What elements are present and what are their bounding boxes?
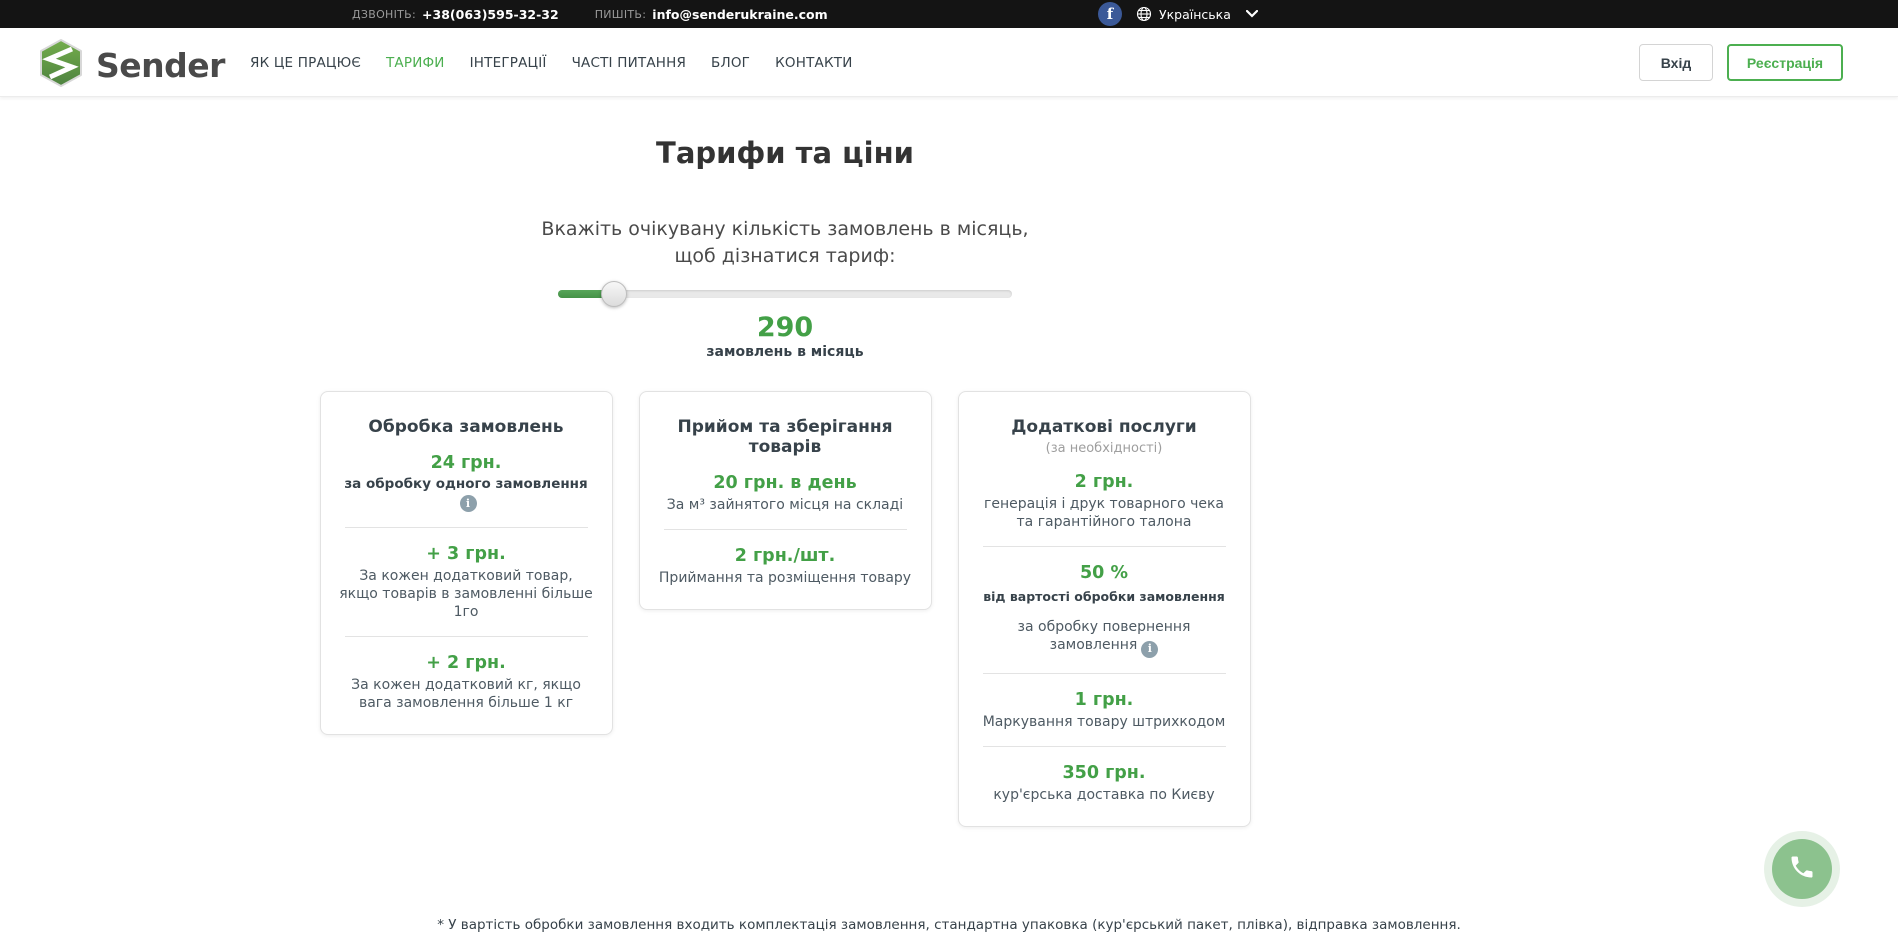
price-note-text: за обробку одного замовлення bbox=[344, 476, 588, 492]
orders-count-caption: замовлень в місяць bbox=[706, 344, 864, 360]
call-label: ДЗВОНІТЬ: bbox=[352, 7, 417, 21]
call-fab-button[interactable] bbox=[1764, 831, 1840, 907]
slider-label-line2: щоб дізнатися тариф: bbox=[674, 245, 896, 267]
nav-faq[interactable]: ЧАСТІ ПИТАННЯ bbox=[571, 54, 687, 71]
write-label: ПИШІТЬ: bbox=[594, 7, 647, 21]
nav-contacts[interactable]: КОНТАКТИ bbox=[775, 54, 853, 71]
price-note: за обробку повернення замовлення i bbox=[977, 618, 1232, 658]
price-note: За кожен додатковий товар, якщо товарів … bbox=[339, 568, 593, 620]
card-title: Додаткові послуги bbox=[1011, 417, 1197, 437]
slider-label-line1: Вкажіть очікувану кількість замовлень в … bbox=[541, 218, 1029, 240]
main-content: Тарифи та ціни Вкажіть очікувану кількіс… bbox=[0, 97, 1898, 939]
price-value: + 3 грн. bbox=[426, 544, 506, 564]
price-note: За м³ зайнятого місця на складі bbox=[666, 497, 904, 513]
divider bbox=[982, 745, 1226, 747]
price-note: кур'єрська доставка по Києву bbox=[993, 786, 1215, 803]
slider-handle[interactable] bbox=[600, 281, 627, 307]
price-note: генерація і друк товарного чека та гаран… bbox=[983, 496, 1225, 530]
price-value: 50 % bbox=[1080, 563, 1128, 583]
topbar-right: f Українська bbox=[1098, 0, 1258, 28]
orders-slider bbox=[558, 281, 1012, 307]
slider-label: Вкажіть очікувану кількість замовлень в … bbox=[0, 216, 1570, 270]
price-value: 20 грн. в день bbox=[713, 473, 857, 493]
price-note: Маркування товару штрихкодом bbox=[982, 713, 1226, 730]
header-buttons: Вхід Реєстрація bbox=[1639, 44, 1843, 81]
slider-fill bbox=[558, 290, 614, 298]
chevron-down-icon bbox=[1245, 10, 1258, 18]
main-nav: ЯК ЦЕ ПРАЦЮЄ ТАРИФИ ІНТЕГРАЦІЇ ЧАСТІ ПИТ… bbox=[250, 28, 853, 97]
price-value: 2 грн./шт. bbox=[734, 546, 836, 566]
language-selector[interactable]: Українська bbox=[1136, 6, 1258, 22]
info-icon[interactable]: i bbox=[459, 495, 477, 512]
register-button[interactable]: Реєстрація bbox=[1727, 44, 1843, 81]
divider bbox=[344, 527, 588, 528]
divider bbox=[344, 636, 588, 637]
email-link[interactable]: info@senderukraine.com bbox=[652, 6, 828, 22]
price-note: За кожен додатковий кг, якщо вага замовл… bbox=[351, 677, 581, 711]
price-value: 1 грн. bbox=[1074, 689, 1134, 710]
login-button[interactable]: Вхід bbox=[1639, 44, 1713, 81]
card-storage: Прийом та зберігання товарів 20 грн. в д… bbox=[638, 391, 932, 610]
orders-count-value: 290 bbox=[756, 312, 814, 343]
pricing-footnote: * У вартість обробки замовлення входить … bbox=[437, 917, 1461, 933]
site-header: Sender ЯК ЦЕ ПРАЦЮЄ ТАРИФИ ІНТЕГРАЦІЇ ЧА… bbox=[0, 28, 1898, 97]
price-value: 350 грн. bbox=[1062, 762, 1146, 783]
price-value: + 2 грн. bbox=[426, 653, 506, 673]
nav-how-it-works[interactable]: ЯК ЦЕ ПРАЦЮЄ bbox=[250, 54, 361, 71]
slider-track[interactable] bbox=[558, 290, 1012, 298]
card-order-processing: Обробка замовлень 24 грн. за обробку одн… bbox=[319, 391, 613, 735]
page-title: Тарифи та ціни bbox=[656, 136, 914, 170]
price-note: Приймання та розміщення товару bbox=[658, 570, 912, 586]
sender-hexagon-icon bbox=[38, 38, 84, 92]
divider bbox=[982, 546, 1226, 547]
divider bbox=[982, 672, 1226, 674]
pricing-section: Тарифи та ціни Вкажіть очікувану кількіс… bbox=[0, 97, 1570, 827]
globe-icon bbox=[1136, 6, 1152, 22]
call-fab-inner bbox=[1772, 839, 1832, 899]
price-subnote: від вартості обробки замовлення bbox=[983, 589, 1225, 604]
phone-number[interactable]: +38(063)595-32-32 bbox=[422, 6, 559, 22]
price-value: 2 грн. bbox=[1074, 472, 1134, 492]
nav-tariffs[interactable]: ТАРИФИ bbox=[385, 54, 445, 71]
info-icon[interactable]: i bbox=[1141, 640, 1159, 658]
card-title: Прийом та зберігання товарів bbox=[677, 417, 893, 457]
phone-icon bbox=[1788, 853, 1816, 885]
language-label: Українська bbox=[1159, 6, 1231, 22]
price-note: за обробку одного замовлення i bbox=[339, 476, 594, 512]
card-title: Обробка замовлень bbox=[368, 417, 564, 437]
price-value: 24 грн. bbox=[430, 453, 502, 473]
card-extra-services: Додаткові послуги (за необхідності) 2 гр… bbox=[957, 391, 1251, 827]
topbar-contacts: ДЗВОНІТЬ: +38(063)595-32-32 ПИШІТЬ: info… bbox=[352, 0, 828, 28]
brand-name: Sender bbox=[96, 45, 225, 85]
facebook-icon[interactable]: f bbox=[1098, 2, 1122, 26]
divider bbox=[663, 529, 907, 530]
nav-integrations[interactable]: ІНТЕГРАЦІЇ bbox=[469, 54, 547, 71]
price-note-text: за обробку повернення замовлення bbox=[1017, 619, 1191, 653]
pricing-cards: Обробка замовлень 24 грн. за обробку одн… bbox=[0, 391, 1570, 827]
topbar: ДЗВОНІТЬ: +38(063)595-32-32 ПИШІТЬ: info… bbox=[0, 0, 1898, 28]
brand-logo[interactable]: Sender bbox=[38, 38, 225, 92]
card-subtitle: (за необхідності) bbox=[1045, 441, 1163, 456]
nav-blog[interactable]: БЛОГ bbox=[711, 54, 751, 71]
